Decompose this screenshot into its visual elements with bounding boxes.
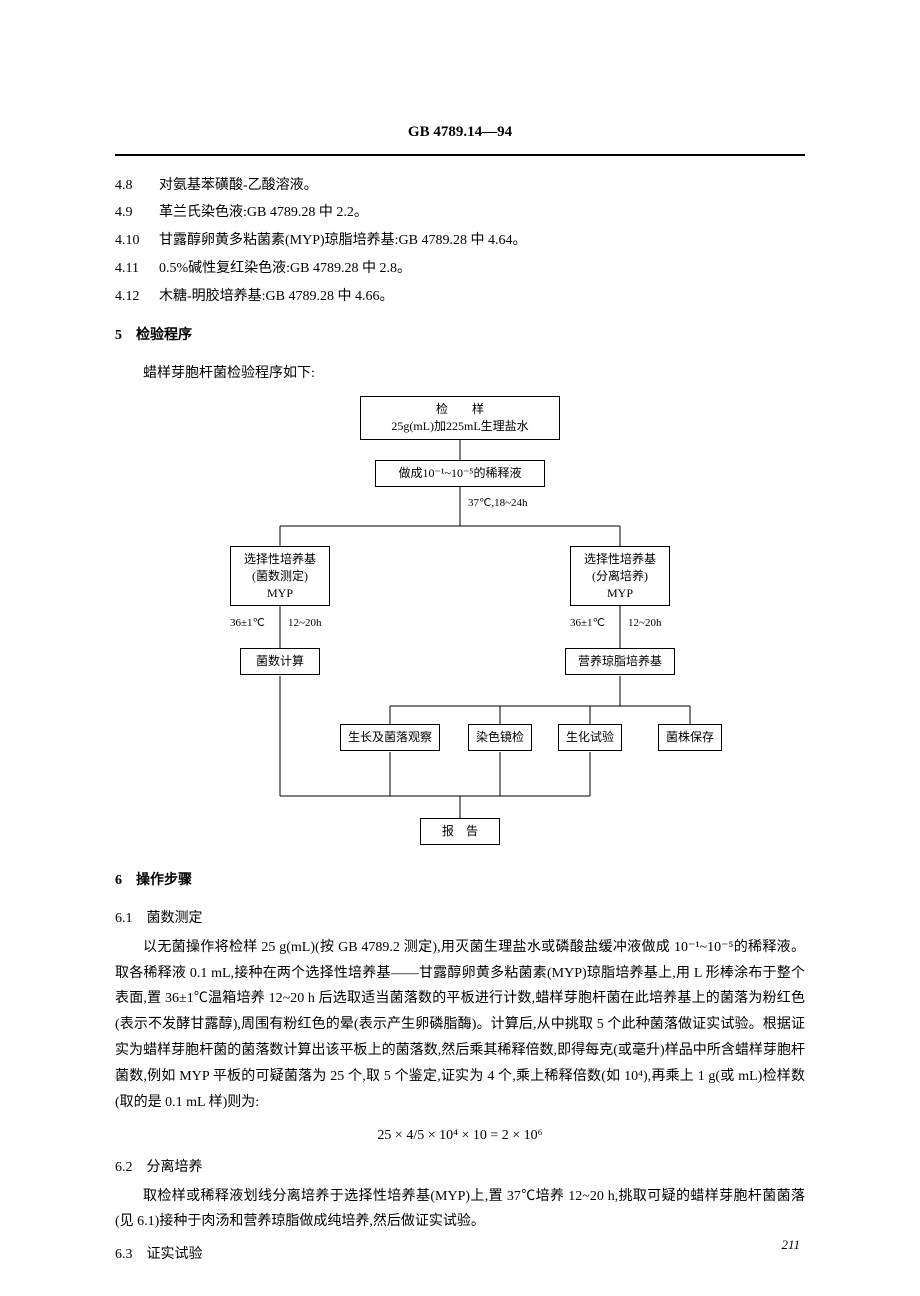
flow-label-temp3b: 12~20h <box>628 614 661 633</box>
section-6-2-title: 6.2 分离培养 <box>115 1156 805 1180</box>
page-number: 211 <box>781 1234 800 1256</box>
item-num: 4.10 <box>115 229 145 253</box>
section-6-1-body: 以无菌操作将检样 25 g(mL)(按 GB 4789.2 测定),用灭菌生理盐… <box>115 935 805 1116</box>
doc-header: GB 4789.14—94 <box>115 120 805 156</box>
flow-label-temp2a: 36±1℃ <box>230 614 265 633</box>
flow-box-sample: 检 样 25g(mL)加225mL生理盐水 <box>360 396 560 440</box>
flow-b4-l2: (分离培养) <box>577 568 663 585</box>
flow-b3-l3: MYP <box>237 585 323 602</box>
section-6-2-body: 取检样或稀释液划线分离培养于选择性培养基(MYP)上,置 37℃培养 12~20… <box>115 1184 805 1236</box>
formula: 25 × 4/5 × 10⁴ × 10 = 2 × 10⁶ <box>115 1124 805 1148</box>
section-5-intro: 蜡样芽胞杆菌检验程序如下: <box>115 362 805 386</box>
flow-box-growth: 生长及菌落观察 <box>340 724 440 751</box>
flow-box-myp-isolate: 选择性培养基 (分离培养) MYP <box>570 546 670 606</box>
flow-b1-l1: 检 样 <box>367 401 553 418</box>
flow-label-temp2b: 12~20h <box>288 614 321 633</box>
flow-box-nutrient-agar: 营养琼脂培养基 <box>565 648 675 675</box>
item-4-11: 4.11 0.5%碱性复红染色液:GB 4789.28 中 2.8。 <box>115 257 805 281</box>
item-4-8: 4.8 对氨基苯磺酸-乙酸溶液。 <box>115 174 805 198</box>
flow-box-report: 报 告 <box>420 818 500 845</box>
section-6-title: 6 操作步骤 <box>115 869 805 893</box>
item-text: 木糖-明胶培养基:GB 4789.28 中 4.66。 <box>159 289 394 304</box>
flow-label-temp3a: 36±1℃ <box>570 614 605 633</box>
item-num: 4.9 <box>115 201 145 225</box>
flow-b4-l3: MYP <box>577 585 663 602</box>
item-num: 4.8 <box>115 174 145 198</box>
flow-label-temp1: 37℃,18~24h <box>468 494 528 513</box>
item-4-10: 4.10 甘露醇卵黄多粘菌素(MYP)琼脂培养基:GB 4789.28 中 4.… <box>115 229 805 253</box>
flow-box-preserve: 菌株保存 <box>658 724 722 751</box>
item-num: 4.12 <box>115 285 145 309</box>
flowchart-diagram: 检 样 25g(mL)加225mL生理盐水 做成10⁻¹~10⁻⁵的稀释液 37… <box>180 396 740 851</box>
item-num: 4.11 <box>115 257 145 281</box>
flow-box-count: 菌数计算 <box>240 648 320 675</box>
flow-box-biochem: 生化试验 <box>558 724 622 751</box>
flow-b4-l1: 选择性培养基 <box>577 551 663 568</box>
item-4-12: 4.12 木糖-明胶培养基:GB 4789.28 中 4.66。 <box>115 285 805 309</box>
section-6-1-title: 6.1 菌数测定 <box>115 907 805 931</box>
flow-b1-l2: 25g(mL)加225mL生理盐水 <box>367 418 553 435</box>
flow-box-dilution: 做成10⁻¹~10⁻⁵的稀释液 <box>375 460 545 487</box>
flow-b3-l2: (菌数测定) <box>237 568 323 585</box>
section-6-3-title: 6.3 证实试验 <box>115 1243 805 1267</box>
flow-box-myp-count: 选择性培养基 (菌数测定) MYP <box>230 546 330 606</box>
item-text: 0.5%碱性复红染色液:GB 4789.28 中 2.8。 <box>159 261 411 276</box>
item-4-9: 4.9 革兰氏染色液:GB 4789.28 中 2.2。 <box>115 201 805 225</box>
section-5-title: 5 检验程序 <box>115 324 805 348</box>
flow-b3-l1: 选择性培养基 <box>237 551 323 568</box>
item-text: 甘露醇卵黄多粘菌素(MYP)琼脂培养基:GB 4789.28 中 4.64。 <box>159 233 527 248</box>
item-text: 对氨基苯磺酸-乙酸溶液。 <box>159 178 318 193</box>
item-text: 革兰氏染色液:GB 4789.28 中 2.2。 <box>159 205 368 220</box>
flow-box-stain: 染色镜检 <box>468 724 532 751</box>
